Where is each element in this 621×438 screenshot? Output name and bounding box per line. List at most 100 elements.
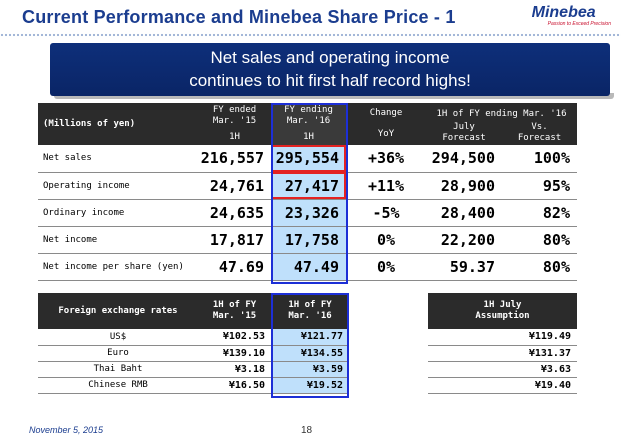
row-label: Net income per share (yen) [38, 253, 198, 281]
table-row: Thai Baht ¥3.18 ¥3.59 [38, 361, 349, 378]
fx-assumption: ¥131.37 [428, 345, 577, 362]
cell-change: +11% [346, 172, 426, 200]
col-header-curr-line2: Mar. '16 [286, 116, 331, 126]
cell-change: +36% [346, 145, 426, 173]
table-row: Chinese RMB ¥16.50 ¥19.52 [38, 377, 349, 394]
fx-col-assumption-line2: Assumption [475, 311, 530, 321]
logo-tagline: Passion to Exceed Precision [547, 21, 611, 27]
col-header-change-line2: YoY [377, 129, 395, 139]
col-header-prev-line3: 1H [229, 132, 240, 142]
cell-vs: 80% [502, 253, 577, 281]
table-header-row-2: July Forecast Vs. Forecast [38, 121, 577, 145]
page-title: Current Performance and Minebea Share Pr… [22, 7, 456, 27]
dotted-divider [0, 33, 621, 37]
cell-curr: 295,554 [271, 145, 346, 173]
fx-col-curr: 1H of FY Mar. '16 [271, 293, 349, 329]
col-header-prev: FY ended Mar. '15 1H [198, 103, 271, 145]
fx-currency: Thai Baht [38, 361, 198, 378]
row-label: Net sales [38, 145, 198, 173]
performance-table: (Millions of yen) FY ended Mar. '15 1H F… [38, 103, 577, 281]
fx-prev: ¥139.10 [198, 345, 271, 362]
cell-vs: 80% [502, 226, 577, 254]
fx-label: Foreign exchange rates [38, 293, 198, 329]
fx-curr: ¥19.52 [271, 377, 349, 394]
cell-forecast: 22,200 [426, 226, 502, 254]
cell-prev: 47.69 [198, 253, 271, 281]
logo-name: Minebea [531, 4, 596, 21]
col-header-curr: FY ending Mar. '16 1H [271, 103, 346, 145]
cell-change: -5% [346, 199, 426, 227]
row-label: Net income [38, 226, 198, 254]
col-header-forecast-line2: Forecast [442, 133, 486, 143]
cell-forecast: 28,400 [426, 199, 502, 227]
fx-curr: ¥121.77 [271, 329, 349, 346]
table-row: Net income 17,817 17,758 0% 22,200 80% [38, 226, 577, 254]
row-label: Ordinary income [38, 199, 198, 227]
col-header-prev-line1: FY ended [212, 105, 257, 115]
fx-assumption: ¥3.63 [428, 361, 577, 378]
table-row: US$ ¥102.53 ¥121.77 [38, 329, 349, 346]
cell-curr: 23,326 [271, 199, 346, 227]
table-row: ¥3.63 [428, 361, 577, 378]
table-header-row-1: (Millions of yen) FY ended Mar. '15 1H F… [38, 103, 577, 145]
col-header-vs: Vs. Forecast [502, 121, 577, 145]
cell-vs: 82% [502, 199, 577, 227]
banner-shadow [54, 93, 614, 99]
fx-col-prev-line2: Mar. '15 [212, 311, 257, 321]
cell-prev: 24,635 [198, 199, 271, 227]
fx-curr: ¥3.59 [271, 361, 349, 378]
col-header-curr-line3: 1H [303, 132, 314, 142]
table-row: ¥119.49 [428, 329, 577, 346]
fx-col-assumption-line1: 1H July [483, 300, 522, 310]
table-row: Operating income 24,761 27,417 +11% 28,9… [38, 172, 577, 200]
table-row: ¥131.37 [428, 345, 577, 362]
cell-curr: 47.49 [271, 253, 346, 281]
col-header-change: Change YoY [346, 103, 426, 145]
banner-line-2: continues to hit first half record highs… [189, 71, 471, 90]
cell-vs: 95% [502, 172, 577, 200]
fx-prev: ¥3.18 [198, 361, 271, 378]
col-header-vs-line2: Forecast [517, 133, 562, 143]
col-group-header: 1H of FY ending Mar. '16 [426, 103, 577, 121]
footer-date: November 5, 2015 [29, 425, 104, 435]
fx-assumption: ¥119.49 [428, 329, 577, 346]
headline-banner: Net sales and operating income continues… [50, 43, 610, 96]
fx-col-curr-line2: Mar. '16 [288, 311, 332, 321]
cell-prev: 216,557 [198, 145, 271, 173]
table-row: Euro ¥139.10 ¥134.55 [38, 345, 349, 362]
col-header-prev-line2: Mar. '15 [212, 116, 257, 126]
fx-col-prev: 1H of FY Mar. '15 [198, 293, 271, 329]
fx-prev: ¥102.53 [198, 329, 271, 346]
table-row: Net income per share (yen) 47.69 47.49 0… [38, 253, 577, 281]
fx-col-prev-line1: 1H of FY [212, 300, 257, 310]
banner-line-1: Net sales and operating income [210, 48, 450, 67]
cell-forecast: 59.37 [426, 253, 502, 281]
cell-curr: 27,417 [271, 172, 346, 200]
cell-change: 0% [346, 253, 426, 281]
cell-forecast: 294,500 [426, 145, 502, 173]
fx-assumption: ¥19.40 [428, 377, 577, 394]
table-row: Ordinary income 24,635 23,326 -5% 28,400… [38, 199, 577, 227]
fx-col-assumption: 1H July Assumption [428, 293, 577, 329]
fx-rates-table: Foreign exchange rates 1H of FY Mar. '15… [38, 293, 349, 394]
fx-currency: Chinese RMB [38, 377, 198, 394]
table-row: Net sales 216,557 295,554 +36% 294,500 1… [38, 145, 577, 173]
cell-curr: 17,758 [271, 226, 346, 254]
fx-header-row: Foreign exchange rates 1H of FY Mar. '15… [38, 293, 349, 329]
fx-currency: Euro [38, 345, 198, 362]
company-logo: Minebea Passion to Exceed Precision [532, 4, 611, 27]
fx-curr: ¥134.55 [271, 345, 349, 362]
cell-prev: 17,817 [198, 226, 271, 254]
table-row: ¥19.40 [428, 377, 577, 394]
col-header-forecast: July Forecast [426, 121, 502, 145]
col-header-vs-line1: Vs. [531, 122, 548, 132]
col-header-curr-line1: FY ending [284, 105, 333, 115]
page-number: 18 [301, 425, 313, 436]
cell-forecast: 28,900 [426, 172, 502, 200]
fx-col-curr-line1: 1H of FY [288, 300, 332, 310]
cell-prev: 24,761 [198, 172, 271, 200]
cell-vs: 100% [502, 145, 577, 173]
fx-prev: ¥16.50 [198, 377, 271, 394]
row-label: Operating income [38, 172, 198, 200]
unit-label: (Millions of yen) [38, 103, 198, 145]
